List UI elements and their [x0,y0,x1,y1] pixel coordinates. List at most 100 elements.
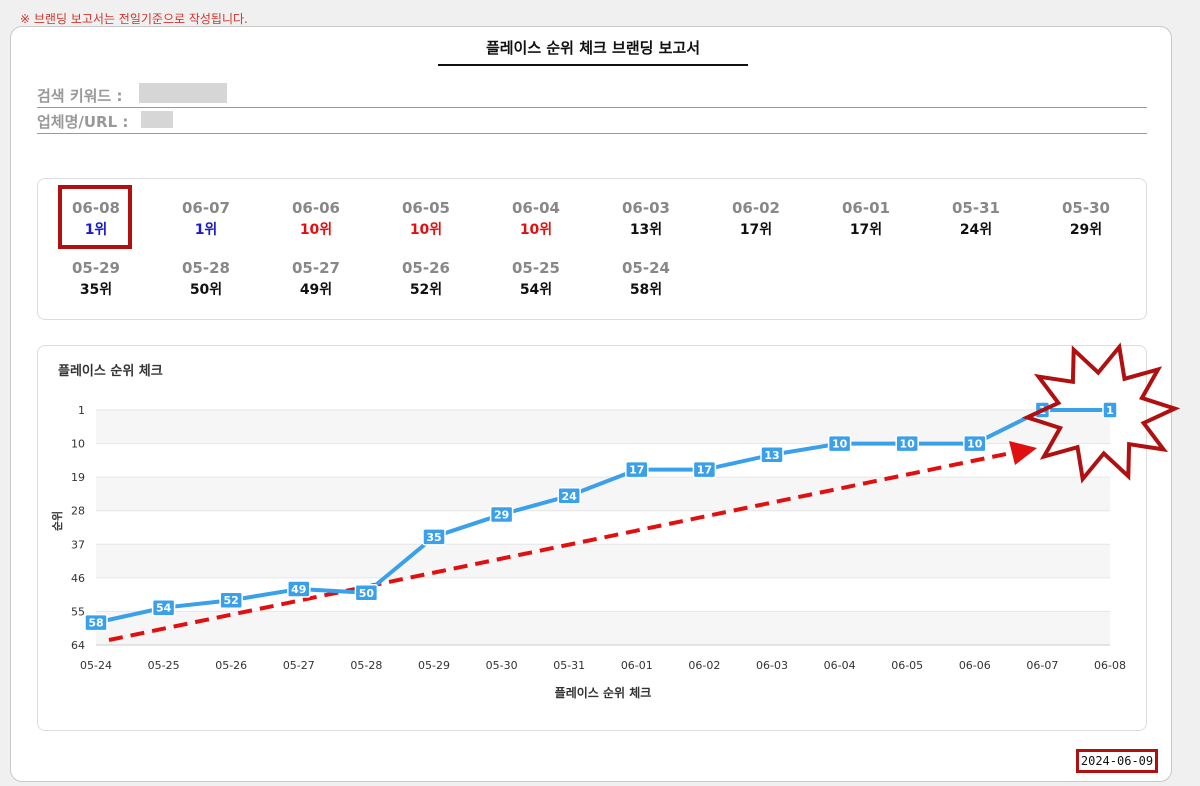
y-tick-label: 64 [71,639,85,652]
rank-item: 05-25 54위 [481,257,591,301]
rank-item: 05-24 58위 [591,257,701,301]
report-date: 2024-06-09 [1076,749,1158,773]
x-tick-label: 05-28 [350,659,382,672]
rank-item: 05-28 50위 [151,257,261,301]
rank-item: 06-05 10위 [371,197,481,241]
rank-date: 06-07 [182,199,230,217]
chart-box: 플레이스 순위 체크 1 10 19 28 37 46 55 64 05-24 05-25 05-2… [37,342,1181,731]
rank-date: 05-27 [292,259,340,277]
data-label: 17 [697,464,712,477]
rank-date: 05-30 [1062,199,1110,217]
rank-item: 06-03 13위 [591,197,701,241]
grid-band [96,544,1110,578]
data-point [219,591,243,609]
keyword-row: 검색 키워드 : [37,83,1147,108]
y-tick-label: 55 [71,605,85,618]
rank-value: 29위 [1069,222,1103,238]
x-tick-label: 05-27 [283,659,315,672]
trend-arrow-head [1009,441,1037,465]
rank-item: 05-26 52위 [371,257,481,301]
data-point [692,460,717,479]
data-label: 52 [224,594,239,607]
data-point [489,505,514,524]
latest-rank-highlight [58,185,132,249]
x-tick-label: 06-08 [1094,659,1126,672]
data-point [84,613,108,632]
series-line [95,408,1110,625]
data-label: 10 [967,438,983,451]
rank-date: 05-29 [72,259,120,277]
y-tick-label: 19 [71,471,85,484]
business-row: 업체명/URL : [37,109,1147,134]
data-label: 35 [426,531,441,544]
rank-value: 54위 [519,282,553,298]
data-point [287,580,311,598]
report-title: 플레이스 순위 체크 브랜딩 보고서 [438,37,748,66]
y-tick-label: 28 [71,505,85,518]
y-axis-label: 순위 [51,511,64,531]
rank-value: 13위 [629,222,663,238]
x-tick-label: 06-07 [1026,659,1058,672]
grid-band [96,577,1110,612]
keyword-label: 검색 키워드 : [37,87,123,105]
rank-value: 35위 [79,282,113,298]
y-tick-label: 37 [71,538,85,551]
data-label: 54 [156,602,172,615]
data-label: 10 [832,438,848,451]
business-value-mask [141,111,173,128]
rank-date: 06-04 [512,199,560,217]
rank-date: 05-24 [622,259,670,277]
y-tick-label: 46 [71,572,85,585]
rank-value: 17위 [849,222,883,238]
rank-date: 05-28 [182,259,230,277]
grid-band [96,443,1110,478]
rank-value: 50위 [189,282,223,298]
data-point [354,584,379,602]
x-tick-label: 05-24 [80,659,112,672]
rank-item: 06-08 1위 [41,197,151,241]
rank-date: 06-05 [402,199,450,217]
data-label: 29 [494,508,509,521]
data-point [422,528,446,546]
notice-text: ※ 브랜딩 보고서는 전일기준으로 작성됩니다. [20,12,248,26]
grid-band [96,510,1110,545]
business-label: 업체명/URL : [37,113,129,131]
x-tick-label: 06-03 [756,659,788,672]
keyword-value-mask [139,83,227,103]
data-label: 50 [359,587,375,600]
data-point [625,460,649,479]
rank-date: 06-03 [622,199,670,217]
x-tick-label: 05-25 [148,659,180,672]
rank-date: 06-02 [732,199,780,217]
x-tick-label: 06-05 [891,659,923,672]
rank-value: 1위 [194,222,218,238]
x-tick-label: 05-29 [418,659,450,672]
data-point [963,434,987,453]
x-tick-label: 06-06 [959,659,991,672]
chart-title: 플레이스 순위 체크 [58,364,163,379]
rank-date: 06-01 [842,199,890,217]
rank-date: 05-25 [512,259,560,277]
grid-band [96,410,1110,444]
rank-date: 05-31 [952,199,1000,217]
rank-item: 05-27 49위 [261,257,371,301]
rank-item: 05-31 24위 [921,197,1031,241]
data-label: 49 [291,583,306,596]
rank-item: 06-07 1위 [151,197,261,241]
data-point [151,598,176,617]
rank-value: 24위 [959,222,993,238]
data-label: 1 [1106,404,1114,417]
rank-value: 10위 [299,222,333,238]
data-label: 17 [629,464,644,477]
x-tick-label: 05-30 [486,659,518,672]
rank-item: 06-06 10위 [261,197,371,241]
rank-item: 06-01 17위 [811,197,921,241]
report-card: 플레이스 순위 체크 브랜딩 보고서 검색 키워드 : 업체명/URL : 06… [10,26,1181,782]
data-point [557,487,581,505]
rank-item: 05-30 29위 [1031,197,1141,241]
x-tick-label: 05-31 [553,659,585,672]
data-point [827,434,852,453]
data-label: 58 [88,617,103,630]
rank-item: 06-04 10위 [481,197,591,241]
